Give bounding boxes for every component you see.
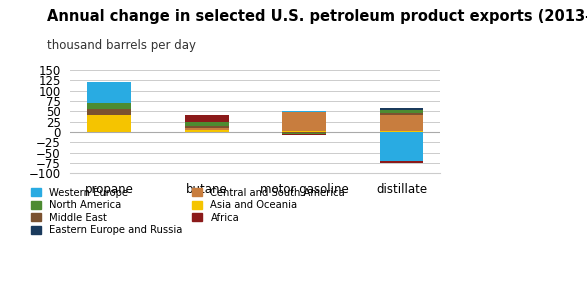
Bar — [282, 132, 326, 133]
Bar — [185, 130, 228, 132]
Legend: Western Europe, North America, Middle East, Eastern Europe and Russia, Central a: Western Europe, North America, Middle Ea… — [31, 188, 345, 235]
Bar — [380, 109, 423, 111]
Bar — [380, 111, 423, 112]
Bar — [380, 132, 423, 161]
Bar — [87, 103, 131, 109]
Bar — [282, 134, 326, 135]
Bar — [380, 131, 423, 132]
Text: Annual change in selected U.S. petroleum product exports (2013-14): Annual change in selected U.S. petroleum… — [47, 9, 587, 24]
Bar — [380, 112, 423, 115]
Bar — [380, 161, 423, 163]
Bar — [185, 126, 228, 128]
Bar — [185, 115, 228, 122]
Bar — [185, 128, 228, 130]
Bar — [380, 115, 423, 131]
Bar — [87, 115, 131, 132]
Bar — [282, 112, 326, 131]
Bar — [87, 82, 131, 103]
Bar — [185, 122, 228, 126]
Bar — [282, 131, 326, 132]
Bar — [87, 109, 131, 115]
Bar — [282, 111, 326, 112]
Bar — [282, 133, 326, 134]
Text: thousand barrels per day: thousand barrels per day — [47, 39, 196, 52]
